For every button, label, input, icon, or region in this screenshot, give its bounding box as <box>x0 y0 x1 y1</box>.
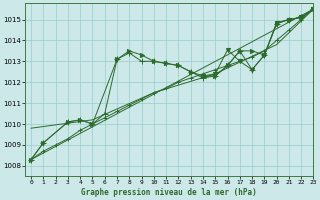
X-axis label: Graphe pression niveau de la mer (hPa): Graphe pression niveau de la mer (hPa) <box>81 188 257 197</box>
